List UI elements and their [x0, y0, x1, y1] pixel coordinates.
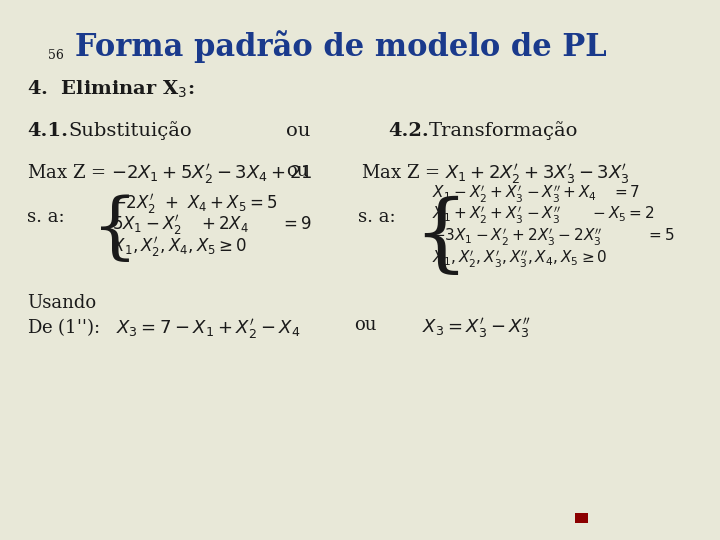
Text: {: { [92, 194, 138, 265]
Text: ou: ou [286, 122, 310, 139]
Text: 4.1.: 4.1. [27, 122, 68, 139]
Text: $X_1, X_2', X_3', X_3'', X_4, X_5 \geq 0$: $X_1, X_2', X_3', X_3'', X_4, X_5 \geq 0… [433, 248, 608, 269]
Text: s. a:: s. a: [27, 208, 65, 226]
Text: ou: ou [286, 162, 309, 180]
Bar [575, 513, 588, 523]
Text: Max Z = $X_1 + 2X_2' + 3X_3' - 3X_3'$: Max Z = $X_1 + 2X_2' + 3X_3' - 3X_3'$ [361, 162, 629, 186]
Text: Max Z = $-2X_1 + 5X_2' - 3X_4 + 21$: Max Z = $-2X_1 + 5X_2' - 3X_4 + 21$ [27, 162, 312, 186]
Text: {: { [413, 196, 467, 279]
Text: Transformação: Transformação [429, 122, 578, 140]
Text: Forma padrão de modelo de PL: Forma padrão de modelo de PL [75, 30, 606, 63]
Text: Usando: Usando [27, 294, 96, 312]
Text: $-3X_1 - X_2' + 2X_3' - 2X_3''\qquad\quad = 5$: $-3X_1 - X_2' + 2X_3' - 2X_3''\qquad\qua… [433, 227, 675, 248]
Text: $X_1 + X_2' + X_3' - X_3''\quad\quad - X_5 = 2$: $X_1 + X_2' + X_3' - X_3''\quad\quad - X… [433, 205, 655, 226]
Text: Substituição: Substituição [68, 122, 192, 140]
Text: 56: 56 [48, 49, 63, 62]
Text: $X_3 = X_3' - X_3''$: $X_3 = X_3' - X_3''$ [422, 316, 531, 340]
Text: $-2X_2'\ +\ X_4 + X_5 = 5$: $-2X_2'\ +\ X_4 + X_5 = 5$ [112, 192, 278, 215]
Text: s. a:: s. a: [358, 208, 395, 226]
Text: $5X_1 - X_2'\ \ \ +2X_4\qquad = 9$: $5X_1 - X_2'\ \ \ +2X_4\qquad = 9$ [112, 213, 312, 237]
Text: $X_1 - X_2' + X_3' - X_3'' + X_4\quad = 7$: $X_1 - X_2' + X_3' - X_3'' + X_4\quad = … [433, 184, 641, 205]
Text: ou: ou [354, 316, 377, 334]
Text: 4.  Eliminar X$_3$:: 4. Eliminar X$_3$: [27, 78, 194, 99]
Text: $X_1, X_2', X_4, X_5 \geq 0$: $X_1, X_2', X_4, X_5 \geq 0$ [112, 235, 248, 259]
Text: 4.2.: 4.2. [388, 122, 429, 139]
Text: De (1''):   $X_3 = 7 - X_1 + X_2' - X_4$: De (1''): $X_3 = 7 - X_1 + X_2' - X_4$ [27, 316, 301, 340]
